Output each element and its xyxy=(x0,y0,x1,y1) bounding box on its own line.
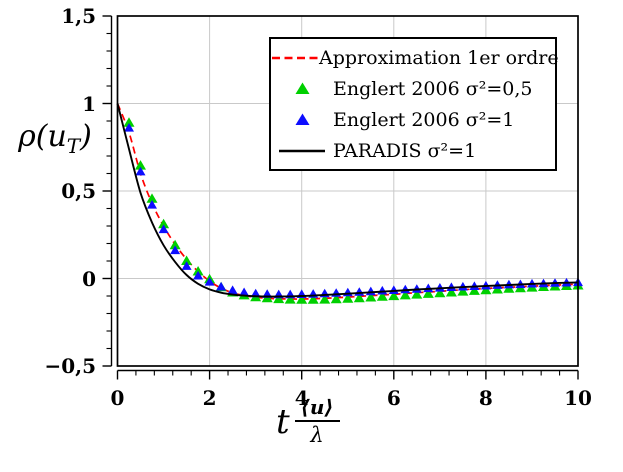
triangle-marker xyxy=(330,293,342,304)
triangle-marker xyxy=(377,285,388,295)
triangle-marker xyxy=(388,285,399,294)
triangle-marker xyxy=(192,266,204,276)
triangle-marker xyxy=(365,286,376,296)
legend-dashed-line-icon xyxy=(271,55,319,61)
plot-frame xyxy=(116,15,579,367)
triangle-marker xyxy=(353,292,365,303)
x-axis-label-numerator: ⟨u⟩ xyxy=(300,395,334,419)
legend-label: Englert 2006 σ²=0,5 xyxy=(333,77,533,100)
triangle-marker xyxy=(365,292,377,302)
legend-row: PARADIS σ²=1 xyxy=(271,135,555,166)
triangle-marker xyxy=(296,294,308,304)
y-tick-label: −0,5 xyxy=(44,354,96,378)
legend-triangle-icon xyxy=(271,113,333,126)
triangle-marker xyxy=(445,287,457,297)
legend: Approximation 1er ordre Englert 2006 σ²=0… xyxy=(269,37,559,171)
y-axis-label: ρ(uT) xyxy=(2,119,108,158)
triangle-marker xyxy=(388,290,400,301)
triangle-marker xyxy=(158,224,169,234)
x-tick-label: 2 xyxy=(202,386,217,410)
x-tick-label: 10 xyxy=(564,386,592,410)
triangle-marker xyxy=(457,286,469,296)
legend-solid-line-icon xyxy=(271,148,333,154)
x-axis-label-denominator: λ xyxy=(294,420,340,448)
triangle-marker xyxy=(227,285,238,294)
series-paradis-line xyxy=(116,103,579,298)
legend-triangle-icon xyxy=(271,82,333,95)
legend-label: Approximation 1er ordre xyxy=(319,46,559,69)
triangle-marker xyxy=(181,261,192,270)
triangle-marker xyxy=(170,245,181,255)
triangle-marker xyxy=(400,284,411,294)
y-axis-label-text: ρ(u xyxy=(18,119,67,154)
triangle-marker xyxy=(123,117,135,127)
x-axis-label-variable: t xyxy=(276,402,290,443)
triangle-marker xyxy=(239,287,250,297)
x-axis-label-fraction: ⟨u⟩ λ xyxy=(294,395,340,448)
y-tick-label: 0 xyxy=(82,266,96,291)
legend-label: Englert 2006 σ²=1 xyxy=(333,108,515,131)
triangle-marker xyxy=(331,288,342,297)
x-tick-label: 0 xyxy=(110,386,125,410)
triangle-marker xyxy=(342,287,353,297)
triangle-marker xyxy=(193,270,204,280)
triangle-marker xyxy=(434,283,445,292)
legend-row: Englert 2006 σ²=1 xyxy=(271,104,555,135)
triangle-marker xyxy=(434,287,446,298)
y-axis-label-close: ) xyxy=(80,119,92,154)
triangle-marker xyxy=(158,218,170,229)
triangle-marker xyxy=(204,277,215,286)
x-tick-label: 8 xyxy=(478,386,493,410)
triangle-marker xyxy=(169,239,181,250)
triangle-marker xyxy=(354,287,365,296)
triangle-marker xyxy=(342,293,354,303)
triangle-marker xyxy=(319,294,331,304)
triangle-marker xyxy=(147,200,157,209)
triangle-marker xyxy=(284,294,296,304)
triangle-marker xyxy=(399,290,411,300)
triangle-marker xyxy=(135,160,146,170)
y-tick-label: 1 xyxy=(82,91,96,116)
triangle-marker xyxy=(146,193,158,203)
x-tick-label: 6 xyxy=(386,386,401,410)
x-axis-label: t ⟨u⟩ λ xyxy=(276,396,340,448)
legend-row: Englert 2006 σ²=0,5 xyxy=(271,73,555,104)
triangle-marker xyxy=(135,166,146,176)
y-tick-label: 0,5 xyxy=(61,179,96,203)
y-axis-label-subscript: T xyxy=(66,134,81,158)
triangle-marker xyxy=(376,291,388,301)
triangle-marker xyxy=(273,293,285,304)
legend-row: Approximation 1er ordre xyxy=(271,42,559,73)
triangle-marker xyxy=(468,285,480,295)
triangle-marker xyxy=(411,284,422,293)
triangle-marker xyxy=(446,282,457,291)
triangle-marker xyxy=(216,281,227,291)
triangle-marker xyxy=(422,288,434,298)
triangle-marker xyxy=(411,289,423,299)
x-tick-label: 4 xyxy=(294,386,309,410)
triangle-marker xyxy=(307,294,319,304)
y-tick-label: 1,5 xyxy=(61,4,96,28)
legend-label: PARADIS σ²=1 xyxy=(333,139,477,162)
triangle-marker xyxy=(124,123,134,132)
triangle-marker xyxy=(181,255,193,265)
